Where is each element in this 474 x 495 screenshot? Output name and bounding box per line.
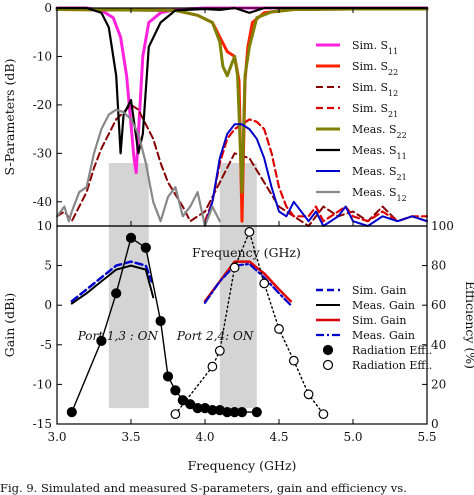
ytick-label-bottom: -5 [40,338,52,352]
chart-figure: 0 -10 -20 -30 -40 10 5 0 -5 -10 -15 100 80 60 40 20 0 3.0… [2,1,474,473]
marker-filled-17 [236,407,248,418]
ytick-label-bottom: 0 [44,298,52,312]
xtick-label: 3.5 [121,430,140,444]
marker-open-8 [288,355,299,366]
ytick-label-top: -10 [33,49,52,63]
series-bottom-1 [70,260,153,303]
shaded-band-top-2 [219,163,257,226]
y2tick-label-bottom: 100 [431,219,454,233]
legend-label-bottom-4: Meas. Gain [352,329,415,342]
marker-filled-1 [66,407,77,418]
marker-filled-6 [155,315,166,327]
legend-label-top-7: Meas. S21 [352,165,407,182]
series-bottom-4 [203,262,292,307]
marker-open-10 [318,409,329,420]
series-top-4 [203,118,429,223]
y2tick-label-bottom: 0 [431,417,439,431]
marker-filled-2 [96,335,107,346]
y2tick-label-bottom: 80 [431,259,446,273]
legend-label-top-6: Meas. S11 [352,144,407,161]
xtick-label: 5.5 [417,430,436,444]
shaded-band-bottom-1 [108,226,149,409]
y2-axis-label-bottom: Efficiency (%) [463,281,474,369]
marker-open-5 [244,227,255,237]
legend-marker-bottom-6 [322,359,334,371]
marker-open-1 [170,409,181,420]
y2tick-label-bottom: 20 [431,377,446,391]
shaded-band-top-1 [108,163,149,226]
ytick-label-bottom: -10 [33,377,52,391]
ytick-label-top: -30 [33,146,52,160]
legend-label-bottom-3: Sim. Gain [352,314,406,327]
series-top-7 [204,123,428,227]
y-axis-label-bottom: Gain (dBi) [2,293,17,357]
annotation-port-2-4: Port 2,4: ON [176,329,254,343]
x-axis-label: Frequency (GHz) [188,458,297,473]
legend-label-top-5: Meas. S22 [352,123,407,140]
marker-filled-5 [140,242,151,253]
xtick-label: 5.0 [343,430,362,444]
marker-open-3 [214,345,225,356]
marker-filled-3 [111,288,122,299]
legend-label-top-8: Meas. S12 [352,186,407,203]
series-top-6 [55,6,429,155]
legend-label-top-4: Sim. S21 [352,102,398,119]
series-bottom-2 [70,264,155,305]
marker-open-2 [207,361,218,372]
ytick-label-top: -20 [33,98,52,112]
marker-filled-8 [170,385,181,396]
ytick-label-bottom: 10 [37,219,52,233]
marker-open-7 [274,324,284,334]
ytick-label-top: 0 [44,1,52,15]
ytick-label-bottom: 5 [44,259,52,273]
y2tick-label-bottom: 60 [431,298,446,312]
marker-filled-4 [125,232,137,243]
series-top-8 [55,108,221,228]
legend-label-top-3: Sim. S12 [352,81,398,98]
marker-open-4 [229,262,240,273]
legend-marker-bottom-5 [322,344,334,356]
legend-label-bottom-6: Radiation Effi. [352,359,432,372]
x-axis-label-top: Frequency (GHz) [192,245,301,260]
legend-label-bottom-2: Meas. Gain [352,299,415,312]
y-axis-label-top: S-Parameters (dB) [2,59,17,176]
legend-label-bottom-1: Sim. Gain [352,284,406,297]
marker-open-9 [303,389,314,400]
legend-label-top-1: Sim. S11 [352,39,398,56]
marker-filled-7 [162,371,174,382]
xtick-label: 3.0 [47,430,66,444]
series-bottom-6 [174,231,325,415]
figure-caption: Fig. 9. Simulated and measured S-paramet… [0,481,407,495]
marker-open-6 [259,278,270,289]
annotation-port-1-3: Port 1,3 : ON [77,329,159,343]
bottom-plot-frame [56,225,428,425]
xtick-label: 4.5 [269,430,288,444]
ytick-label-bottom: -15 [33,417,52,431]
xtick-label: 4.0 [195,430,214,444]
y2tick-label-bottom: 40 [431,338,446,352]
legend-label-bottom-5: Radiation Effi. [352,344,432,357]
ytick-label-top: -40 [33,195,52,209]
marker-filled-18 [251,407,262,418]
legend-label-top-2: Sim. S22 [352,60,398,77]
